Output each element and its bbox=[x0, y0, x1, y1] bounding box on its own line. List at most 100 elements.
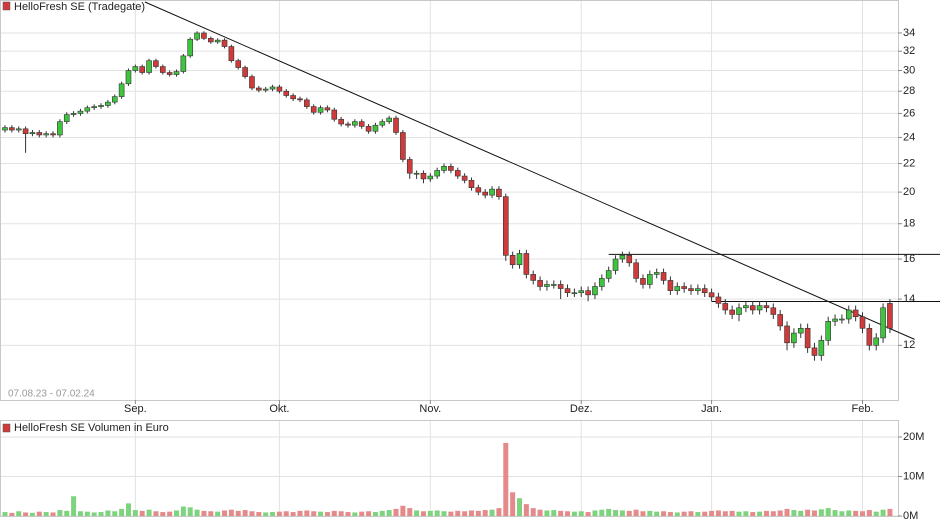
volume-bar bbox=[578, 511, 584, 516]
candle-body bbox=[688, 288, 694, 291]
volume-bar bbox=[853, 510, 859, 516]
volume-bar bbox=[832, 510, 838, 516]
legend-swatch bbox=[2, 423, 11, 433]
volume-bar bbox=[112, 511, 118, 516]
volume-bar bbox=[544, 510, 550, 516]
candle-body bbox=[372, 124, 379, 132]
volume-bar bbox=[427, 510, 433, 516]
x-tick-label: Nov. bbox=[419, 403, 441, 415]
volume-bar bbox=[592, 510, 598, 516]
candle-body bbox=[482, 191, 489, 196]
volume-bar bbox=[91, 512, 97, 516]
volume-bar bbox=[585, 512, 591, 516]
candle-body bbox=[804, 328, 811, 349]
candle-body bbox=[276, 86, 283, 92]
volume-bar bbox=[722, 511, 728, 516]
volume-bar bbox=[729, 510, 735, 516]
volume-bar bbox=[661, 511, 667, 516]
volume-bar bbox=[517, 498, 522, 516]
volume-bar bbox=[434, 510, 440, 516]
volume-bar bbox=[770, 511, 776, 516]
candle-body bbox=[358, 121, 365, 127]
candle-body bbox=[763, 305, 770, 309]
candle-body bbox=[564, 288, 571, 294]
volume-bar bbox=[606, 508, 612, 516]
candle-body bbox=[84, 107, 91, 112]
y-tick-label: 0M bbox=[903, 510, 918, 522]
candle-body bbox=[839, 318, 845, 321]
volume-bar bbox=[551, 510, 557, 516]
volume-bar bbox=[228, 509, 234, 516]
candle-body bbox=[180, 55, 187, 72]
volume-bar bbox=[263, 512, 269, 516]
volume-bar bbox=[290, 512, 296, 516]
candle-body bbox=[557, 284, 564, 289]
x-tick-label: Jan. bbox=[701, 403, 722, 415]
volume-bar bbox=[407, 508, 413, 516]
candle-body bbox=[523, 253, 530, 275]
y-tick-label: 34 bbox=[903, 27, 915, 39]
volume-bar bbox=[379, 510, 385, 516]
candle-body bbox=[756, 305, 763, 311]
candle-body bbox=[310, 106, 317, 113]
volume-bar bbox=[372, 512, 378, 516]
volume-bar bbox=[709, 510, 715, 516]
volume-bar bbox=[565, 511, 571, 516]
candle-body bbox=[15, 128, 22, 131]
candle-body bbox=[797, 328, 804, 334]
volume-bar bbox=[132, 510, 138, 516]
candle-body bbox=[338, 118, 344, 125]
volume-bar bbox=[763, 510, 769, 516]
volume-bar bbox=[846, 510, 852, 516]
candle-body bbox=[887, 303, 893, 329]
candle-body bbox=[324, 107, 331, 111]
candle-body bbox=[647, 274, 653, 285]
candle-body bbox=[153, 60, 159, 67]
candle-body bbox=[304, 99, 310, 107]
volume-bar bbox=[201, 510, 207, 516]
volume-bar bbox=[359, 511, 365, 516]
x-tick-label: Feb. bbox=[851, 403, 873, 415]
candle-body bbox=[242, 67, 248, 77]
volume-bar bbox=[798, 510, 804, 516]
volume-bar bbox=[647, 510, 653, 516]
candle-body bbox=[434, 170, 440, 177]
volume-grid bbox=[0, 420, 898, 517]
y-tick-label: 12 bbox=[903, 339, 915, 351]
volume-bar bbox=[475, 510, 481, 516]
volume-bar bbox=[736, 511, 742, 516]
candle-body bbox=[50, 133, 56, 136]
volume-bar bbox=[420, 511, 426, 516]
candle-body bbox=[516, 253, 523, 266]
candle-body bbox=[317, 107, 324, 113]
y-tick-label: 18 bbox=[903, 218, 915, 230]
candle-body bbox=[777, 314, 783, 327]
candle-body bbox=[249, 76, 255, 89]
candle-body bbox=[201, 32, 207, 39]
candle-body bbox=[701, 288, 708, 294]
candle-body bbox=[262, 88, 269, 91]
volume-bar bbox=[23, 512, 29, 516]
candle-body bbox=[530, 274, 537, 281]
y-tick-label: 28 bbox=[903, 85, 915, 97]
candle-body bbox=[578, 290, 585, 294]
candle-body bbox=[571, 292, 578, 295]
candle-body bbox=[173, 71, 180, 75]
volume-bar bbox=[283, 511, 289, 516]
candle-body bbox=[352, 121, 358, 126]
volume-bar bbox=[757, 511, 763, 516]
candle-body bbox=[132, 66, 139, 71]
candle-body bbox=[2, 127, 8, 131]
volume-bar bbox=[571, 511, 577, 516]
candle-body bbox=[599, 278, 605, 287]
price-overlays bbox=[144, 1, 940, 340]
volume-bar bbox=[702, 511, 708, 516]
volume-bar bbox=[215, 511, 221, 516]
candle-body bbox=[208, 38, 214, 43]
candle-body bbox=[461, 175, 468, 181]
volume-bar bbox=[777, 510, 783, 516]
candle-body bbox=[640, 278, 646, 285]
volume-bar bbox=[77, 511, 83, 516]
volume-bar bbox=[510, 492, 516, 516]
